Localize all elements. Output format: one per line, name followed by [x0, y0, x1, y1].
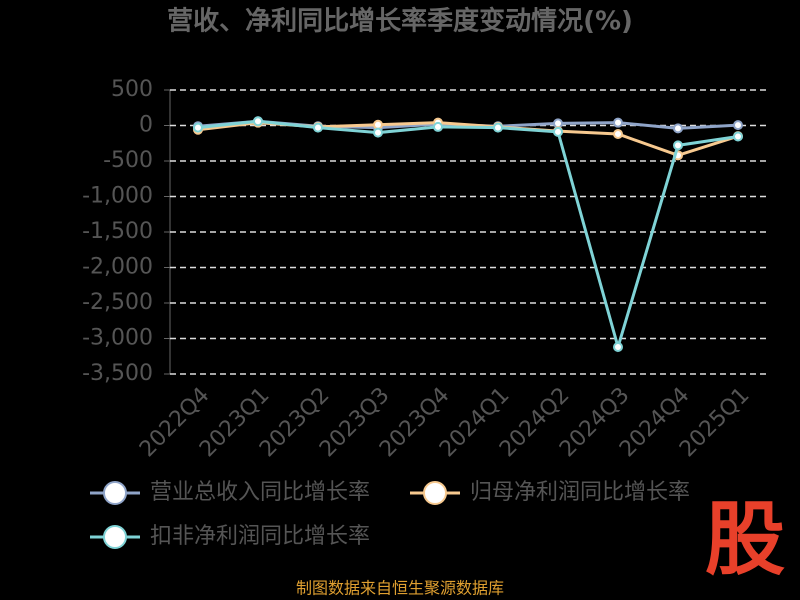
data-point — [673, 123, 683, 134]
data-point — [733, 120, 743, 131]
series-line — [197, 119, 739, 353]
legend-marker — [103, 481, 127, 505]
data-point — [193, 122, 203, 133]
logo: 股 — [705, 493, 785, 586]
y-tick-label: -3,000 — [82, 326, 153, 351]
data-point — [373, 119, 383, 130]
legend-marker — [423, 481, 447, 505]
data-point — [613, 117, 623, 128]
data-point — [553, 126, 563, 137]
data-point — [613, 129, 623, 140]
source-note: 制图数据来自恒生聚源数据库 — [296, 579, 504, 598]
legend-label: 归母净利润同比增长率 — [470, 480, 690, 505]
data-point — [433, 121, 443, 132]
legend-marker — [103, 525, 127, 549]
y-tick-label: -2,000 — [82, 255, 153, 280]
y-tick-label: -500 — [103, 148, 153, 173]
y-tick-label: 500 — [111, 77, 153, 102]
data-point — [673, 140, 683, 151]
legend-label: 扣非净利润同比增长率 — [150, 524, 370, 549]
data-point — [493, 122, 503, 133]
y-tick-label: -1,500 — [82, 219, 153, 244]
y-tick-label: -3,500 — [82, 361, 153, 386]
data-point — [313, 122, 323, 133]
data-point — [553, 118, 563, 129]
chart-title: 营收、净利同比增长率季度变动情况(%) — [167, 6, 633, 37]
data-point — [373, 127, 383, 138]
data-point — [253, 116, 263, 127]
data-point — [733, 131, 743, 142]
y-tick-label: -2,500 — [82, 290, 153, 315]
y-tick-label: -1,000 — [82, 184, 153, 209]
data-point — [613, 342, 623, 353]
y-tick-label: 0 — [139, 113, 153, 138]
legend-label: 营业总收入同比增长率 — [150, 480, 370, 505]
